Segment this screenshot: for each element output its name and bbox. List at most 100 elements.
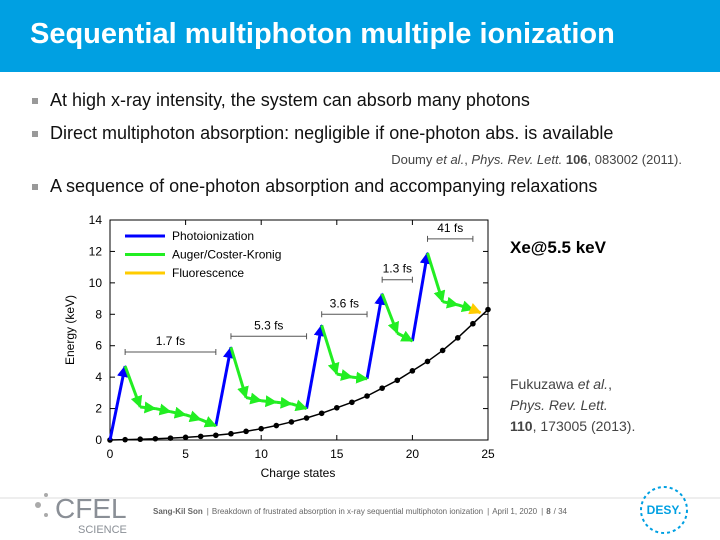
bullet: Direct multiphoton absorption: negligibl…	[31, 123, 614, 143]
system-label: Xe@5.5 keV	[510, 238, 607, 257]
x-tick-label: 15	[330, 447, 344, 461]
transition-arrow	[214, 346, 235, 427]
duration-label: 5.3 fs	[254, 318, 283, 332]
citation-part: ,	[608, 376, 612, 392]
bullet: A sequence of one-photon absorption and …	[31, 176, 598, 196]
duration-label: 1.3 fs	[383, 262, 412, 276]
y-tick-label: 6	[95, 339, 102, 353]
state-dot	[182, 434, 189, 441]
state-dot	[439, 347, 446, 354]
desy-logo: DESY.	[640, 486, 688, 534]
y-tick-label: 12	[89, 244, 103, 258]
y-tick-label: 0	[95, 433, 102, 447]
state-dot	[334, 404, 340, 411]
citation-line: Fukuzawa et al.,	[510, 376, 612, 392]
footer-part: 8	[546, 507, 551, 516]
footer-separator: |	[541, 507, 543, 516]
y-tick-label: 8	[95, 307, 102, 321]
transition-arrow	[365, 292, 387, 379]
reference-part: 106	[565, 152, 588, 167]
footer-separator: |	[487, 507, 489, 516]
footer-part: Sang-Kil Son	[153, 507, 203, 516]
logo-dot	[44, 513, 48, 517]
transition-arrow	[170, 406, 187, 419]
footer-part: / 34	[554, 507, 568, 516]
transition-arrow	[396, 330, 414, 343]
state-dot	[288, 419, 295, 425]
state-dot	[197, 433, 204, 440]
citation-part: Phys. Rev. Lett.	[510, 397, 608, 413]
transition-arrow	[229, 346, 249, 399]
transition-arrow	[185, 410, 202, 423]
state-dot	[303, 415, 310, 421]
energy-curve	[109, 309, 489, 441]
reference-part: Phys. Rev. Lett.	[471, 152, 563, 167]
cfel-logo: CFEL SCIENCE	[35, 493, 127, 536]
citation-part: Fukuzawa	[510, 376, 578, 392]
state-dot	[122, 436, 128, 443]
transition-arrow	[261, 395, 278, 408]
reference-part: , 083002 (2011).	[587, 152, 682, 167]
x-tick-label: 25	[481, 447, 495, 461]
bullet: At high x-ray intensity, the system can …	[32, 90, 530, 110]
logo-dot	[35, 502, 41, 508]
state-dot	[243, 428, 249, 435]
footer-part: April 1, 2020	[492, 507, 537, 516]
state-dot	[364, 393, 370, 399]
x-tick-label: 10	[255, 447, 269, 461]
state-dot	[318, 410, 325, 417]
reference-part: et al.	[436, 152, 465, 167]
state-dot	[379, 385, 385, 391]
transition-arrow	[140, 401, 157, 414]
state-dot	[454, 335, 461, 341]
reference-part: ,	[464, 152, 472, 167]
legend-label: Photoionization	[172, 229, 254, 243]
x-tick-label: 5	[182, 447, 189, 461]
footer: Sang-Kil Son | Breakdown of frustrated abs…	[153, 507, 568, 516]
footer-part: Breakdown of frustrated absorption in x-…	[212, 507, 483, 516]
x-tick-label: 20	[406, 447, 420, 461]
x-tick-label: 0	[107, 447, 114, 461]
state-dot	[424, 358, 431, 365]
citation-line: Phys. Rev. Lett.	[510, 397, 608, 413]
transition-arrow	[108, 364, 129, 441]
transition-arrow	[426, 252, 446, 303]
citation-part: , 173005 (2013).	[533, 418, 636, 434]
citation-part: 110	[510, 418, 533, 434]
state-dot	[485, 306, 491, 313]
state-dot	[273, 422, 280, 429]
y-tick-label: 4	[95, 370, 102, 384]
duration-label: 3.6 fs	[330, 296, 359, 310]
transition-arrow	[457, 300, 475, 313]
reference: Doumy et al., Phys. Rev. Lett. 106, 0830…	[391, 152, 682, 167]
transition-arrow	[290, 399, 308, 412]
state-dot	[470, 320, 476, 327]
transition-arrow	[410, 251, 432, 342]
state-dot	[349, 399, 355, 406]
transition-arrow	[336, 369, 354, 381]
header: Sequential multiphoton multiple ionizati…	[0, 0, 720, 72]
reference-part: Doumy	[391, 152, 436, 167]
y-axis-label: Energy (keV)	[63, 295, 77, 365]
transition-arrow	[351, 371, 369, 384]
plot-frame	[109, 219, 489, 441]
state-dot	[394, 377, 401, 384]
transition-arrow	[200, 416, 217, 428]
y-tick-label: 2	[95, 402, 102, 416]
y-tick-label: 10	[89, 276, 103, 290]
duration-label: 41 fs	[437, 221, 463, 235]
x-axis-label: Charge states	[261, 466, 336, 480]
logo-dot	[44, 493, 48, 497]
state-dot	[409, 368, 416, 374]
state-dot	[228, 430, 234, 437]
logo-text: SCIENCE	[78, 524, 127, 536]
state-dot	[258, 425, 265, 432]
state-dot	[167, 435, 174, 441]
transition-arrow	[123, 365, 143, 409]
legend-label: Fluorescence	[172, 266, 244, 280]
state-dot	[137, 436, 144, 443]
state-dot	[213, 432, 219, 439]
y-tick-label: 14	[89, 213, 103, 227]
transition-arrow	[468, 303, 482, 315]
